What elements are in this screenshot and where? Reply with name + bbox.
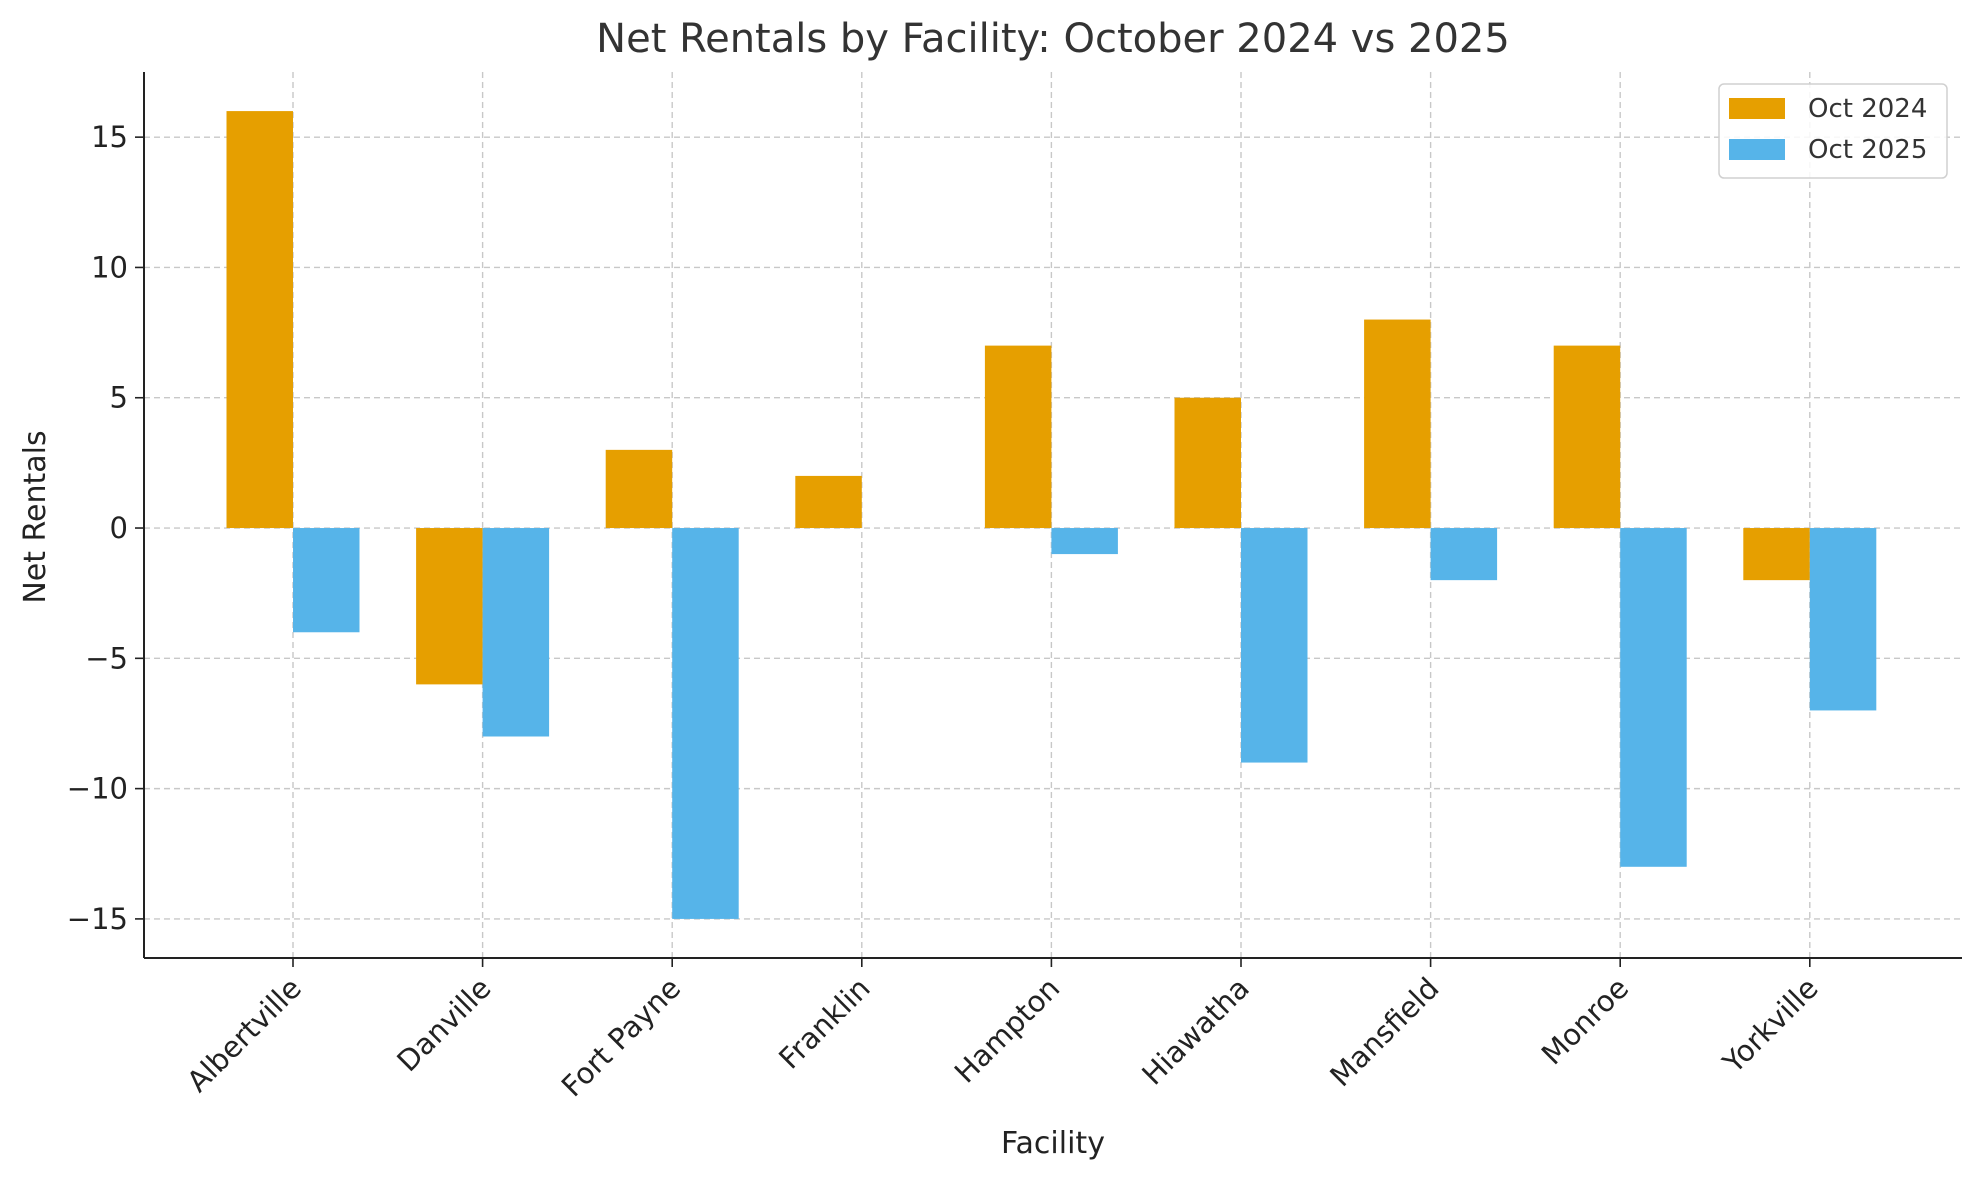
y-tick-label: 0 [110, 511, 128, 545]
bar-oct-2025-albertville [293, 528, 360, 633]
legend-label: Oct 2024 [1808, 94, 1927, 124]
bar-oct-2024-mansfield [1364, 319, 1431, 529]
legend: Oct 2024 Oct 2025 [1718, 83, 1948, 179]
y-tick-label: −5 [85, 641, 128, 675]
bar-oct-2024-danville [416, 528, 483, 685]
bar-oct-2025-hiawatha [1241, 528, 1308, 763]
x-tick-label: Hampton [948, 971, 1067, 1090]
bar-oct-2024-albertville [226, 111, 293, 529]
legend-swatch [1729, 139, 1785, 160]
y-tick-label: 5 [110, 381, 128, 415]
bar-oct-2024-hiawatha [1174, 397, 1241, 529]
bar-oct-2024-franklin [795, 475, 862, 529]
x-tick-label: Franklin [772, 971, 877, 1076]
axes [135, 72, 1962, 967]
bars [226, 111, 1877, 919]
grid [144, 72, 1962, 958]
x-tick-label: Danville [390, 971, 497, 1078]
y-axis-label: Net Rentals [18, 430, 53, 603]
bar-oct-2024-monroe [1553, 345, 1621, 529]
y-tick-label: 10 [91, 250, 128, 284]
bar-oct-2025-mansfield [1430, 528, 1498, 581]
y-tick-label: −15 [67, 902, 128, 936]
bar-oct-2024-hampton [984, 345, 1052, 529]
bar-oct-2025-hampton [1051, 528, 1118, 555]
x-axis-label: Facility [1001, 1126, 1105, 1161]
chart-title: Net Rentals by Facility: October 2024 vs… [596, 16, 1510, 62]
bar-oct-2025-yorkville [1809, 528, 1877, 711]
bar-oct-2024-fort-payne [605, 449, 673, 529]
y-tick-label: −10 [67, 772, 128, 806]
bar-oct-2025-fort-payne [672, 528, 739, 919]
y-tick-label: 15 [91, 120, 128, 154]
x-tick-label: Yorkville [1716, 971, 1825, 1080]
x-tick-label: Fort Payne [555, 971, 687, 1103]
legend-label: Oct 2025 [1808, 135, 1927, 165]
x-tick-label: Albertville [180, 971, 308, 1099]
bar-oct-2024-yorkville [1743, 528, 1810, 581]
x-tick-label: Hiawatha [1135, 971, 1256, 1092]
x-tick-label: Monroe [1535, 971, 1635, 1071]
bar-oct-2025-monroe [1620, 528, 1687, 867]
x-tick-label: Mansfield [1323, 971, 1445, 1093]
bar-oct-2025-danville [482, 528, 550, 737]
legend-swatch [1729, 98, 1785, 119]
